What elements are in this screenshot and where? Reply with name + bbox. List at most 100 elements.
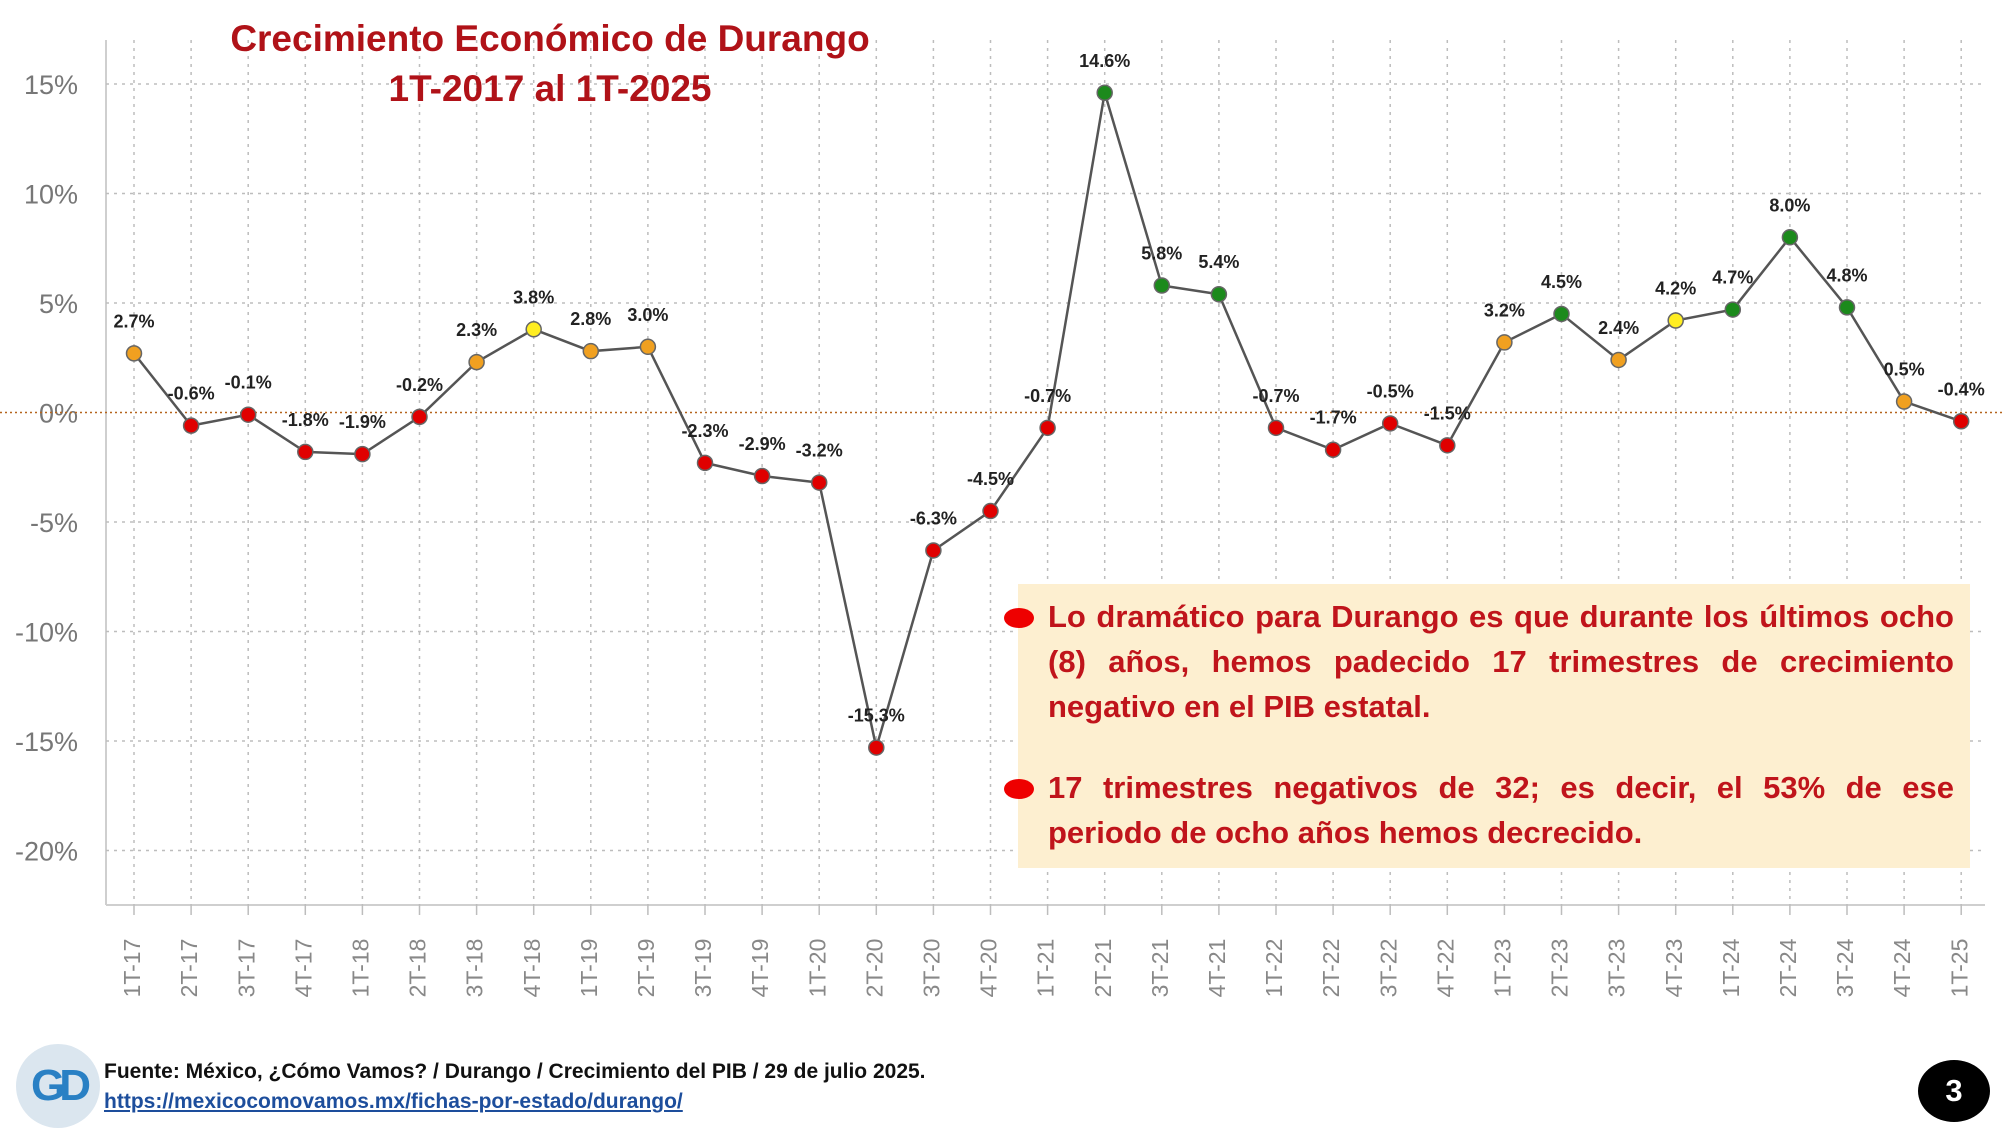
data-point	[297, 443, 314, 461]
x-tick-label: 4T-18	[519, 939, 545, 998]
x-tick-label: 2T-23	[1547, 939, 1573, 998]
data-label: 2.3%	[456, 320, 497, 340]
data-label: -6.3%	[910, 508, 957, 528]
x-tick-label: 1T-23	[1489, 939, 1515, 998]
data-label: -2.9%	[739, 434, 786, 454]
data-label: 4.5%	[1541, 272, 1582, 292]
x-tick-label: 1T-18	[347, 939, 373, 998]
y-tick-label: -5%	[30, 508, 78, 538]
data-point	[696, 454, 714, 472]
data-point	[1381, 415, 1399, 432]
data-label: -0.6%	[168, 384, 215, 404]
data-point	[1952, 413, 1970, 430]
data-point	[810, 474, 828, 491]
data-point	[1324, 441, 1342, 458]
data-label: 2.4%	[1598, 318, 1639, 338]
data-point	[411, 408, 428, 426]
data-label: 3.8%	[513, 287, 554, 307]
data-point	[1610, 351, 1627, 369]
page-number-badge: 3	[1918, 1060, 1990, 1122]
data-label: -2.3%	[681, 421, 728, 441]
data-point	[525, 321, 542, 338]
x-tick-label: 4T-17	[290, 939, 316, 998]
data-label: -0.7%	[1252, 386, 1299, 406]
x-tick-label: 3T-19	[690, 939, 716, 998]
logo-text: GD	[31, 1061, 91, 1110]
source-text: Fuente: México, ¿Cómo Vamos? / Durango /…	[104, 1060, 926, 1083]
data-point	[868, 739, 885, 756]
data-label: -1.8%	[282, 410, 329, 430]
x-tick-label: 3T-18	[462, 939, 488, 998]
growth-chart: 15% 10% 5% 0% -5% -10% -15% -20% 1T-17 2T-17 3T-17…	[0, 40, 2002, 998]
x-tick-label: 4T-22	[1432, 939, 1458, 998]
data-label: 3.0%	[627, 305, 668, 325]
data-label: 4.2%	[1655, 279, 1696, 299]
data-label: -1.7%	[1310, 408, 1357, 428]
data-point	[1153, 277, 1171, 294]
x-tick-label: 2T-19	[633, 939, 659, 998]
footer: Fuente: México, ¿Cómo Vamos? / Durango /…	[104, 1060, 926, 1114]
page-number: 3	[1945, 1073, 1963, 1108]
data-point	[753, 467, 771, 485]
data-label: 3.2%	[1484, 300, 1525, 320]
chart-subtitle: 1T-2017 al 1T-2025	[388, 68, 712, 109]
data-point	[1667, 312, 1684, 329]
x-tick-label: 1T-19	[576, 939, 602, 998]
y-tick-label: 0%	[39, 399, 78, 429]
x-tick-label: 1T-22	[1261, 939, 1287, 998]
data-label: 5.4%	[1198, 252, 1239, 272]
callout-bullet-1: Lo dramático para Durango es que durante…	[1004, 594, 1954, 729]
callout-text-1: Lo dramático para Durango es que durante…	[1048, 599, 1954, 724]
data-label: -15.3%	[848, 706, 905, 726]
data-label: -0.7%	[1024, 386, 1071, 406]
data-point	[925, 542, 942, 559]
data-point	[1096, 84, 1113, 102]
x-tick-label: 3T-22	[1375, 939, 1401, 998]
x-tick-label: 1T-17	[119, 939, 145, 998]
data-point	[1039, 419, 1056, 437]
bullet-dot-icon	[1004, 608, 1034, 628]
y-tick-label: 15%	[24, 70, 78, 100]
x-tick-label: 1T-25	[1946, 939, 1972, 998]
x-tick-label: 1T-20	[804, 939, 830, 998]
data-point	[582, 342, 600, 360]
data-label: -0.1%	[225, 373, 272, 393]
data-point	[982, 502, 999, 520]
y-tick-label: -15%	[15, 727, 78, 757]
data-label: -1.9%	[339, 412, 386, 432]
data-label: -0.2%	[396, 375, 443, 395]
data-point	[182, 417, 200, 434]
data-point	[1210, 285, 1228, 303]
x-tick-label: 3T-23	[1604, 939, 1630, 998]
data-label: -0.4%	[1938, 379, 1985, 399]
data-label: 14.6%	[1079, 51, 1130, 71]
data-label: 2.8%	[570, 309, 611, 329]
callout-text-2: 17 trimestres negativos de 32; es decir,…	[1048, 770, 1954, 850]
x-tick-label: 4T-24	[1889, 938, 1915, 997]
data-point	[354, 445, 371, 463]
data-label: 4.8%	[1826, 265, 1867, 285]
data-label: 0.5%	[1884, 360, 1925, 380]
data-point	[1724, 301, 1742, 318]
data-point	[239, 406, 257, 423]
y-tick-label: 10%	[24, 180, 78, 210]
data-label: 5.8%	[1141, 243, 1182, 263]
x-tick-label: 2T-18	[405, 939, 431, 998]
source-link[interactable]: https://mexicocomovamos.mx/fichas-por-es…	[104, 1090, 683, 1113]
x-tick-label: 1T-24	[1718, 938, 1744, 997]
data-point	[639, 338, 657, 356]
x-tick-label: 4T-23	[1661, 939, 1687, 998]
y-tick-label: 5%	[39, 289, 78, 319]
bullet-dot-icon	[1004, 779, 1034, 799]
data-label: 4.7%	[1712, 268, 1753, 288]
data-point	[1496, 334, 1513, 351]
callout-bullet-2: 17 trimestres negativos de 32; es decir,…	[1004, 765, 1954, 855]
data-label: -1.5%	[1424, 403, 1471, 423]
x-tick-label: 4T-19	[747, 939, 773, 998]
x-tick-label: 2T-20	[861, 939, 887, 998]
chart-title: Crecimiento Económico de Durango	[230, 18, 870, 59]
x-tick-label: 3T-20	[918, 939, 944, 998]
x-tick-label: 2T-21	[1090, 939, 1116, 998]
data-point	[1267, 419, 1285, 437]
data-point	[1838, 299, 1856, 316]
